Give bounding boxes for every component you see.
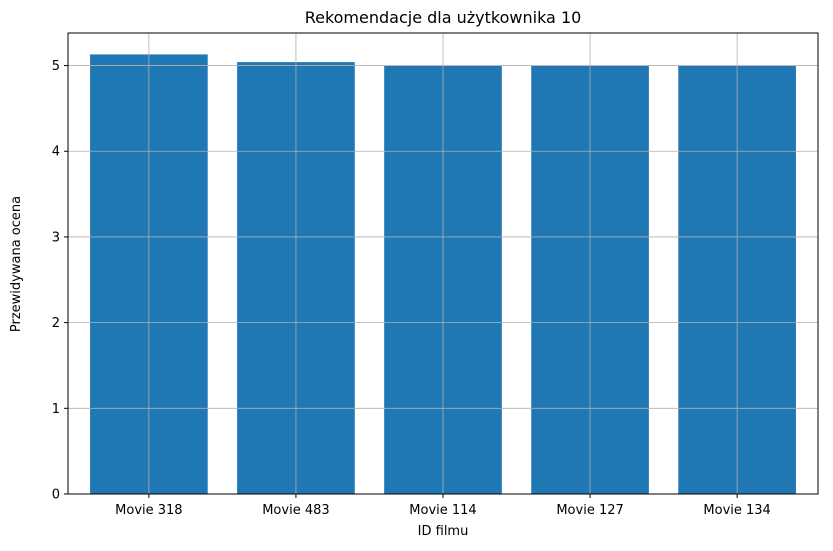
x-tick-label: Movie 114 — [409, 503, 476, 518]
x-axis-label: ID filmu — [418, 524, 469, 539]
y-axis-ticks: 0 1 2 3 4 5 — [52, 59, 68, 503]
x-tick-label: Movie 127 — [556, 503, 623, 518]
x-tick-label: Movie 483 — [262, 503, 329, 518]
y-tick-label: 3 — [52, 230, 60, 245]
x-tick-label: Movie 134 — [703, 503, 770, 518]
y-tick-label: 4 — [52, 145, 60, 160]
y-tick-label: 1 — [52, 402, 60, 417]
y-tick-label: 0 — [52, 488, 60, 503]
chart-title: Rekomendacje dla użytkownika 10 — [305, 8, 582, 27]
y-tick-label: 2 — [52, 316, 60, 331]
x-tick-label: Movie 318 — [115, 503, 182, 518]
y-axis-label: Przewidywana ocena — [9, 196, 24, 332]
x-axis-ticks: Movie 318 Movie 483 Movie 114 Movie 127 Movi… — [115, 494, 771, 518]
grid-layer — [68, 33, 818, 495]
y-tick-label: 5 — [52, 59, 60, 74]
